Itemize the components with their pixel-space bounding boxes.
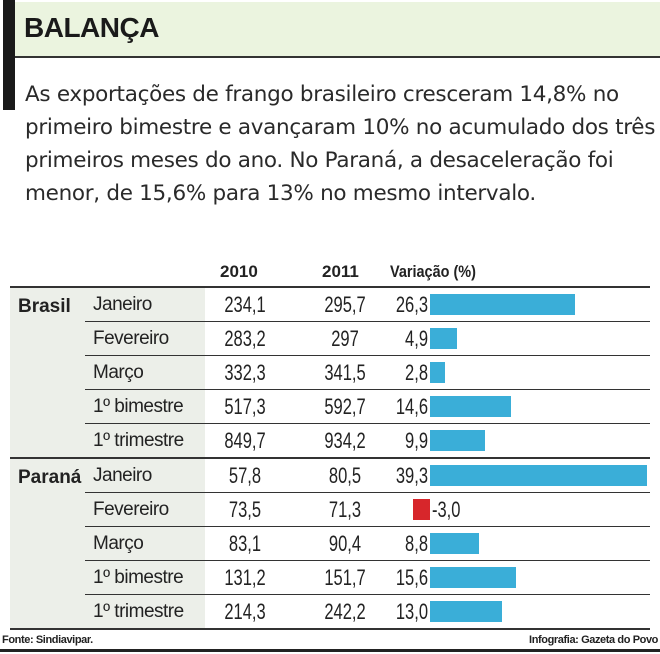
variation-bar: [430, 465, 647, 486]
header: [15, 2, 660, 58]
group-0: Brasil Janeiro 234,1 295,7 26,3 Fevereiro 283,…: [10, 288, 650, 459]
source-note: Fonte: Sindiavipar.: [2, 634, 93, 646]
variation-bar-negative: [413, 499, 430, 520]
table-row: Fevereiro 73,5 71,3 -3,0: [85, 492, 650, 526]
value-2010: 283,2: [224, 326, 266, 351]
value-2011: 295,7: [324, 292, 366, 317]
table-row: 1º bimestre 517,3 592,7 14,6: [85, 389, 650, 423]
variation-bar: [430, 533, 479, 554]
row-label: 1º trimestre: [85, 424, 205, 457]
table-row: 1º bimestre 131,2 151,7 15,6: [85, 560, 650, 594]
table-row: Março 83,1 90,4 8,8: [85, 526, 650, 560]
table-row: 1º trimestre 214,3 242,2 13,0: [85, 594, 650, 628]
variation-value: 8,8: [405, 531, 428, 556]
column-header-2011: 2011: [322, 262, 359, 281]
table-row: Janeiro 234,1 295,7 26,3: [85, 288, 650, 321]
column-header-2010: 2010: [220, 262, 258, 281]
variation-bar: [430, 567, 517, 588]
row-label: Janeiro: [85, 459, 205, 492]
row-label: 1º bimestre: [85, 561, 205, 594]
lead-text: As exportações de frango brasileiro cres…: [25, 82, 656, 206]
value-2011: 151,7: [324, 565, 366, 590]
table-row: Janeiro 57,8 80,5 39,3: [85, 459, 650, 492]
page-title: BALANÇA: [24, 12, 159, 43]
row-label: Março: [85, 527, 205, 560]
variation-value: 15,6: [395, 565, 428, 590]
value-2011: 90,4: [328, 531, 362, 556]
variation-bar: [430, 294, 576, 315]
table-row: 1º trimestre 849,7 934,2 9,9: [85, 423, 650, 457]
table-row: Fevereiro 283,2 297 4,9: [85, 321, 650, 355]
column-header-variation: Variação (%): [390, 262, 476, 281]
variation-bar: [430, 601, 502, 622]
variation-bar: [430, 396, 511, 417]
credit-note: Infografia: Gazeta do Povo: [529, 634, 658, 646]
variation-value: 14,6: [395, 394, 428, 419]
group-label: Paraná: [10, 459, 85, 628]
value-2011: 71,3: [328, 497, 362, 522]
value-2011: 934,2: [324, 428, 366, 453]
group-1: Paraná Janeiro 57,8 80,5 39,3 Fevereiro 73,5 71…: [10, 459, 650, 630]
variation-value: 4,9: [405, 326, 428, 351]
variation-value: -3,0: [432, 497, 461, 522]
group-label: Brasil: [10, 288, 85, 457]
accent-bar: [3, 0, 15, 110]
value-2011: 242,2: [324, 599, 366, 624]
variation-bar: [430, 430, 485, 451]
value-2010: 332,3: [224, 360, 266, 385]
table-header: 2010 2011 Variação (%): [10, 258, 650, 288]
value-2010: 214,3: [224, 599, 266, 624]
value-2011: 297: [331, 326, 359, 351]
value-2010: 517,3: [224, 394, 266, 419]
data-table: 2010 2011 Variação (%) Brasil Janeiro 234,…: [10, 258, 650, 630]
row-label: Janeiro: [85, 288, 205, 321]
value-2010: 234,1: [224, 292, 266, 317]
row-label: 1º trimestre: [85, 595, 205, 628]
variation-value: 9,9: [405, 428, 428, 453]
variation-value: 26,3: [395, 292, 428, 317]
row-label: Fevereiro: [85, 322, 205, 355]
variation-bar: [430, 328, 458, 349]
row-label: Fevereiro: [85, 493, 205, 526]
row-label: 1º bimestre: [85, 390, 205, 423]
value-2010: 83,1: [228, 531, 262, 556]
footer-divider: [0, 649, 660, 652]
value-2011: 592,7: [324, 394, 366, 419]
row-label: Março: [85, 356, 205, 389]
value-2010: 849,7: [224, 428, 266, 453]
variation-value: 13,0: [395, 599, 428, 624]
value-2010: 131,2: [224, 565, 266, 590]
variation-bar: [430, 362, 446, 383]
value-2011: 80,5: [328, 463, 362, 488]
variation-value: 39,3: [395, 463, 428, 488]
value-2010: 73,5: [228, 497, 262, 522]
table-row: Março 332,3 341,5 2,8: [85, 355, 650, 389]
value-2011: 341,5: [324, 360, 366, 385]
value-2010: 57,8: [228, 463, 262, 488]
variation-value: 2,8: [405, 360, 428, 385]
